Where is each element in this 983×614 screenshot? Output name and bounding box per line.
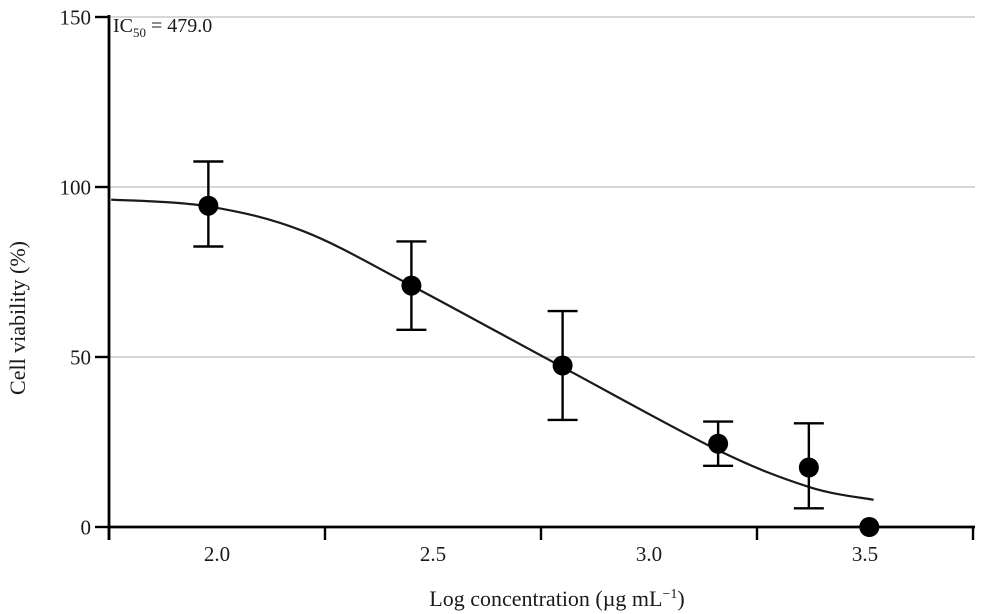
x-tick-label: 3.0 [636, 542, 662, 566]
x-tick-label: 2.0 [204, 542, 230, 566]
y-tick-label: 100 [60, 176, 92, 200]
x-axis-title: Log concentration (µg mL−1) [429, 586, 684, 611]
x-tick-label: 3.5 [852, 542, 878, 566]
tick-labels: 2.0 2.5 3.0 3.5 0 50 100 150 [60, 6, 879, 567]
y-tick-label: 50 [70, 346, 91, 370]
ic50-annotation: IC50 = 479.0 [113, 15, 212, 40]
y-tick-label: 0 [81, 516, 92, 540]
data-point-marker [708, 433, 729, 454]
fit-curve [111, 198, 874, 501]
data-point-marker [198, 195, 219, 216]
fit-curve-line [111, 198, 874, 501]
data-point-marker [798, 457, 819, 478]
gridlines [109, 16, 975, 358]
x-tick-label: 2.5 [420, 542, 446, 566]
axes [95, 15, 975, 540]
data-point-marker [859, 517, 880, 537]
data-points [193, 160, 880, 537]
y-axis-title: Cell viability (%) [5, 241, 30, 395]
y-tick-label: 150 [60, 6, 92, 30]
data-point-marker [401, 275, 422, 296]
data-point-marker [552, 355, 573, 376]
